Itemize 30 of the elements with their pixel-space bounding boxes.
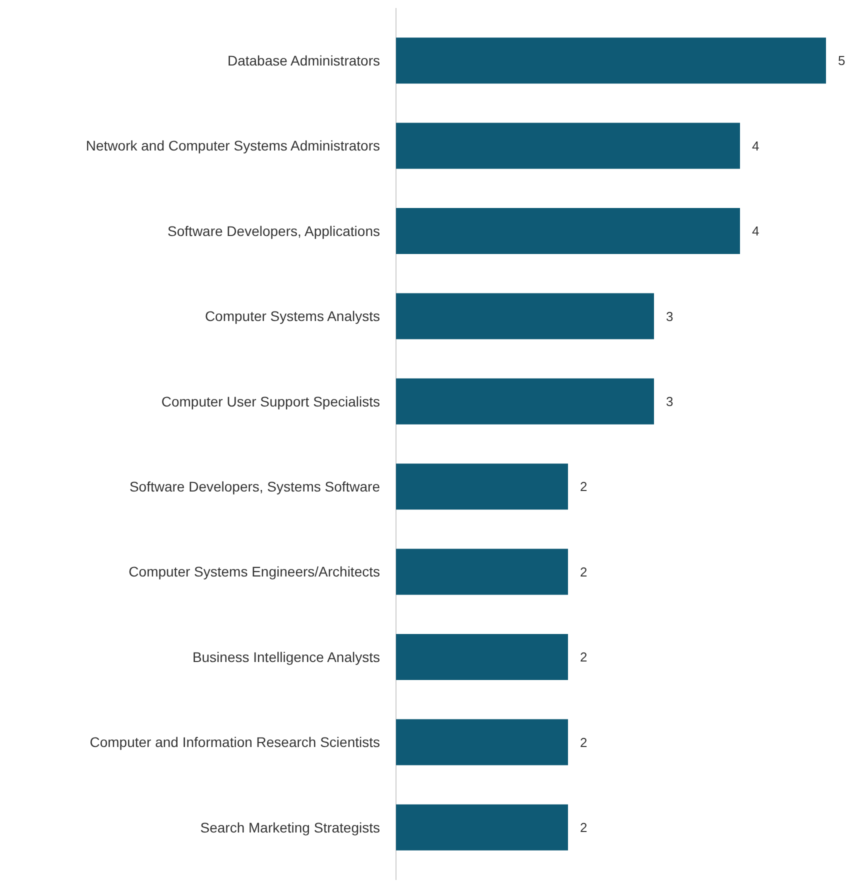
y-tick-label: Software Developers, Applications <box>168 222 380 239</box>
bar <box>396 634 568 680</box>
data-label: 4 <box>752 138 760 154</box>
bar <box>396 378 654 424</box>
bar <box>396 122 740 169</box>
data-label: 2 <box>580 734 588 750</box>
data-label: 2 <box>580 650 588 665</box>
y-tick-label: Computer and Information Research Scientists <box>90 734 380 750</box>
data-label: 4 <box>752 224 760 239</box>
y-tick-label: Database Administrators <box>227 52 380 68</box>
y-tick-label: Computer User Support Specialists <box>161 393 380 410</box>
y-tick-label: Search Marketing Strategists <box>200 819 380 836</box>
data-label: 3 <box>666 308 674 324</box>
data-label: 5 <box>838 53 846 68</box>
data-label: 3 <box>666 394 674 409</box>
y-tick-label: Network and Computer Systems Administrators <box>86 138 380 154</box>
y-tick-label: Computer Systems Engineers/Architects <box>128 564 380 580</box>
bar <box>396 208 740 254</box>
bar <box>396 548 568 595</box>
data-label: 2 <box>580 479 588 494</box>
bar <box>396 719 568 766</box>
y-tick-label: Software Developers, Systems Software <box>129 478 380 494</box>
y-tick-label: Computer Systems Analysts <box>204 308 380 324</box>
bar <box>396 464 568 510</box>
bar <box>396 293 654 340</box>
data-label: 2 <box>580 820 588 835</box>
y-tick-label: Business Intelligence Analysts <box>192 648 380 665</box>
bar <box>396 804 568 850</box>
bar <box>396 38 826 84</box>
data-label: 2 <box>580 564 588 580</box>
